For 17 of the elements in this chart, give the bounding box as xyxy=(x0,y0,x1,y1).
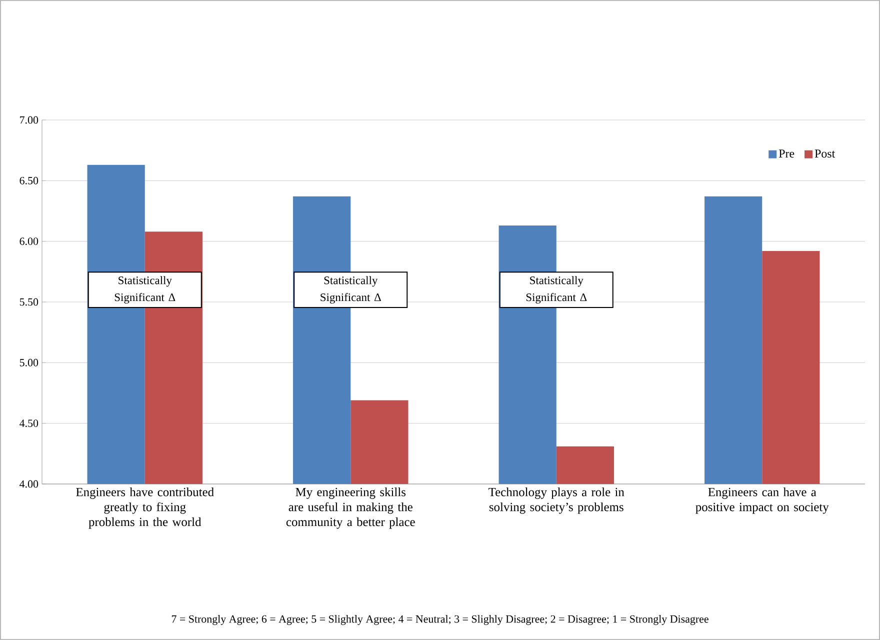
annotation: Statistically Significant Δ xyxy=(114,276,176,304)
legend-label: Post xyxy=(814,150,836,158)
y-tick-label: 6.50 xyxy=(20,176,38,184)
x-tick-label: My engineering skills are useful in making the community a better place xyxy=(286,488,415,529)
y-tick-label: 4.00 xyxy=(20,480,38,488)
annotation: Statistically Significant Δ xyxy=(320,276,381,304)
text: 7 = Strongly Agree; 6 = Agree; 5 = Slightly Agree; 4 = Neutral; 3 = Slighly Disagree; 2 = Disagree; 1 = Strongly Disagree xyxy=(172,615,708,625)
annotation: Statistically Significant Δ xyxy=(526,276,587,304)
y-tick-label: 7.00 xyxy=(20,116,38,124)
y-tick-label: 4.50 xyxy=(20,420,38,428)
y-tick-label: 5.50 xyxy=(20,298,38,306)
x-tick-label: Technology plays a role in solving society’s problems xyxy=(488,488,624,514)
y-tick-label: 5.00 xyxy=(20,358,38,366)
legend-label: Pre xyxy=(778,150,794,158)
y-tick-label: 6.00 xyxy=(20,238,38,246)
x-tick-label: Engineers have contributed greatly to fixing problems in the world xyxy=(76,488,214,529)
x-tick-label: Engineers can have a positive impact on society xyxy=(696,488,829,514)
